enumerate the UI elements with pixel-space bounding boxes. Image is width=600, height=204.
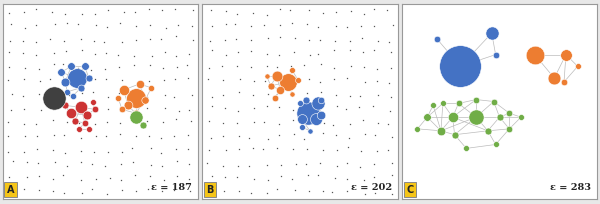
Point <box>131 112 140 115</box>
Text: ε = 187: ε = 187 <box>151 182 192 191</box>
Point <box>487 32 497 35</box>
Text: ε = 202: ε = 202 <box>350 182 392 191</box>
Text: C: C <box>406 184 413 194</box>
Point <box>146 87 156 90</box>
Point <box>84 128 94 131</box>
Point <box>80 65 89 69</box>
Point <box>90 108 100 111</box>
Point <box>62 91 72 94</box>
Point <box>455 65 465 69</box>
Point <box>305 130 314 133</box>
Point <box>436 130 446 133</box>
Point <box>428 104 438 108</box>
Point <box>293 79 303 82</box>
Point <box>131 96 140 100</box>
Point <box>56 71 66 74</box>
Point <box>283 81 293 84</box>
Point <box>67 112 76 115</box>
Point <box>287 69 297 73</box>
Point <box>450 133 460 137</box>
Point <box>471 116 481 119</box>
Point <box>295 102 305 106</box>
Point <box>67 65 76 69</box>
Point <box>413 128 422 131</box>
Point <box>140 98 150 102</box>
Point <box>559 81 569 84</box>
Point <box>88 100 97 104</box>
Point <box>76 106 86 110</box>
Point <box>448 116 457 119</box>
Point <box>272 75 281 78</box>
Point <box>68 94 78 98</box>
Point <box>49 96 58 100</box>
Point <box>461 147 471 150</box>
Point <box>303 112 313 115</box>
Point <box>297 126 307 129</box>
Point <box>135 83 145 86</box>
Point <box>82 114 92 117</box>
Point <box>72 77 82 80</box>
Point <box>123 104 133 108</box>
Point <box>61 81 70 84</box>
Point <box>275 89 285 92</box>
Point <box>301 98 311 102</box>
Point <box>454 102 463 106</box>
Point <box>483 130 493 133</box>
Point <box>491 143 500 146</box>
Text: B: B <box>206 184 214 194</box>
Point <box>287 93 297 96</box>
Point <box>74 128 84 131</box>
Point <box>270 96 280 100</box>
Point <box>432 38 442 41</box>
Point <box>311 118 320 121</box>
Point <box>550 77 559 80</box>
Point <box>297 118 307 121</box>
Point <box>80 122 89 125</box>
Point <box>530 54 539 57</box>
Point <box>131 116 140 119</box>
Point <box>422 116 432 119</box>
Point <box>471 98 481 102</box>
Point <box>113 96 123 100</box>
Text: A: A <box>7 184 14 194</box>
Point <box>139 124 148 127</box>
Point <box>76 87 86 90</box>
Point <box>317 98 326 102</box>
Point <box>84 77 94 80</box>
Point <box>505 112 514 115</box>
Point <box>313 102 322 106</box>
Point <box>317 114 326 117</box>
Point <box>573 65 583 69</box>
Point <box>61 104 70 108</box>
Point <box>561 54 571 57</box>
Point <box>119 89 129 92</box>
Point <box>262 75 272 78</box>
Text: ε = 283: ε = 283 <box>550 182 592 191</box>
Point <box>516 116 526 119</box>
Point <box>266 85 275 88</box>
Point <box>505 128 514 131</box>
Point <box>438 102 448 106</box>
Point <box>495 116 505 119</box>
Point <box>489 100 499 104</box>
Point <box>70 120 80 123</box>
Point <box>491 54 500 57</box>
Point <box>117 108 127 111</box>
